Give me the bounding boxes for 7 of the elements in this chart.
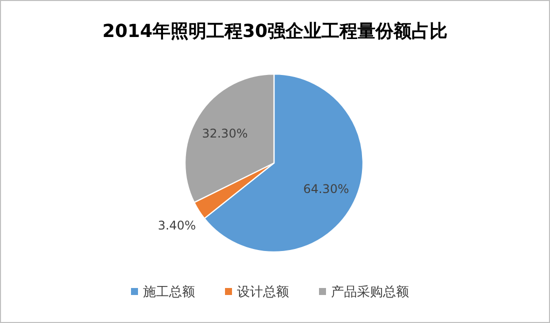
chart-title: 2014年照明工程30强企业工程量份额占比: [102, 21, 448, 42]
data-label: 3.40%: [158, 218, 196, 233]
legend-label: 设计总额: [237, 285, 289, 300]
legend-label: 产品采购总额: [331, 285, 409, 300]
data-label: 32.30%: [202, 126, 248, 140]
data-label: 64.30%: [303, 182, 349, 196]
legend-label: 施工总额: [143, 285, 195, 300]
